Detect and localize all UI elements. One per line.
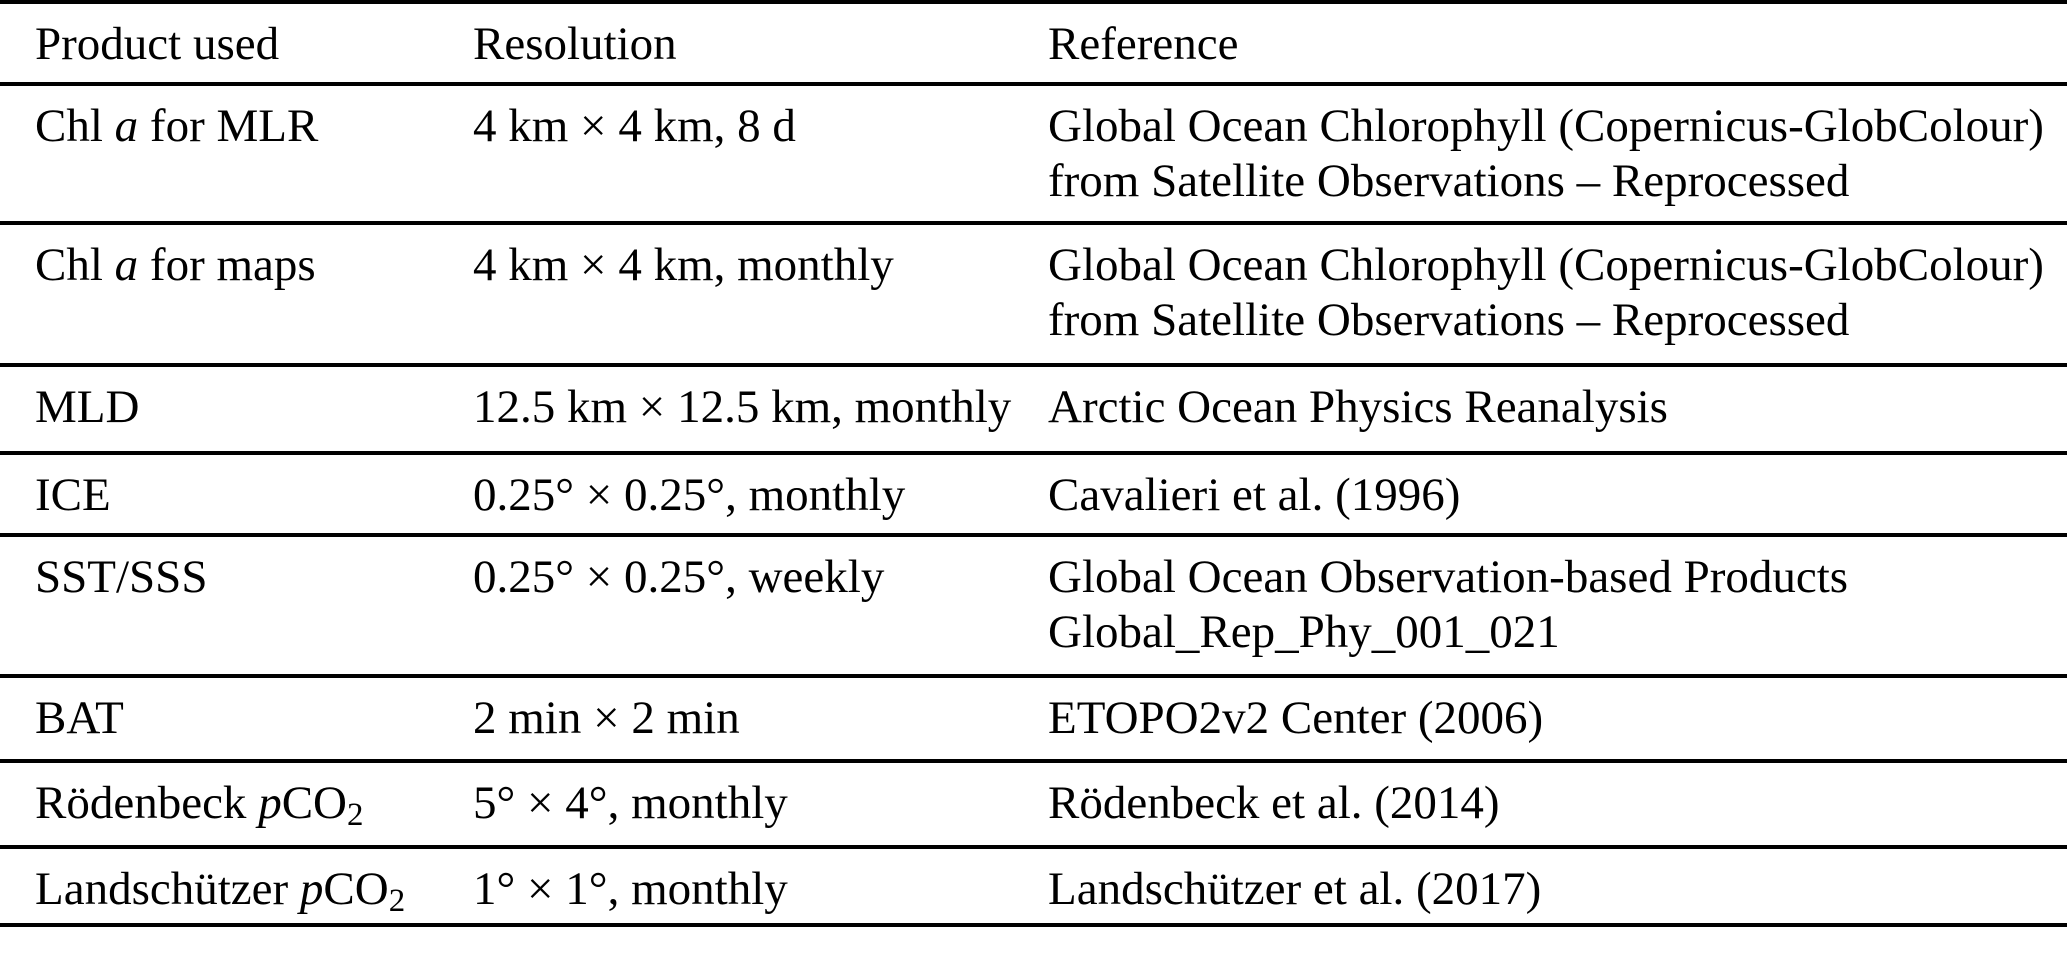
cell-resolution: 1° × 1°, monthly xyxy=(473,863,788,915)
table-row-chl-a-mlr: Chl a for MLR 4 km × 4 km, 8 d Global Oc… xyxy=(0,84,2067,223)
cell-product: MLD xyxy=(0,365,473,453)
table-header-row: Product used Resolution Reference xyxy=(0,2,2067,84)
product-name-italic: a xyxy=(114,239,139,291)
product-name-pre: SST/SSS xyxy=(35,551,208,603)
cell-resolution: 0.25° × 0.25°, weekly xyxy=(473,551,885,603)
cell-resolution: 4 km × 4 km, 8 d xyxy=(473,100,796,152)
reference-line: Arctic Ocean Physics Reanalysis xyxy=(1048,381,1668,433)
product-name-pre: ICE xyxy=(35,469,111,521)
table-row-landschuetzer-pco2: Landschützer pCO2 1° × 1°, monthly Lands… xyxy=(0,847,2067,925)
table-row-sst-sss: SST/SSS 0.25° × 0.25°, weekly Global Oce… xyxy=(0,535,2067,676)
header-reference: Reference xyxy=(1048,18,1239,70)
table-row-ice: ICE 0.25° × 0.25°, monthly Cavalieri et … xyxy=(0,453,2067,535)
cell-reference: Landschützer et al. (2017) xyxy=(1048,847,2067,925)
header-resolution: Resolution xyxy=(473,18,677,70)
cell-reference: Cavalieri et al. (1996) xyxy=(1048,453,2067,535)
cell-product: BAT xyxy=(0,676,473,761)
product-name-post: for MLR xyxy=(138,100,319,152)
cell-reference: Global Ocean Chlorophyll (Copernicus-Glo… xyxy=(1048,223,2067,365)
reference-line: Global Ocean Chlorophyll (Copernicus-Glo… xyxy=(1048,100,2044,152)
product-name-pre: BAT xyxy=(35,692,124,744)
product-name-subscript: 2 xyxy=(388,883,406,920)
cell-reference: ETOPO2v2 Center (2006) xyxy=(1048,676,2067,761)
product-name-post: CO xyxy=(323,863,389,915)
products-table: Product used Resolution Reference Chl a … xyxy=(0,0,2067,925)
product-name-subscript: 2 xyxy=(346,797,364,834)
header-product-used: Product used xyxy=(35,18,280,70)
cell-resolution: 5° × 4°, monthly xyxy=(473,777,788,829)
cell-product: Landschützer pCO2 xyxy=(0,847,473,925)
product-name-italic: p xyxy=(258,777,282,829)
reference-line: ETOPO2v2 Center (2006) xyxy=(1048,692,1544,744)
reference-line: Global Ocean Chlorophyll (Copernicus-Glo… xyxy=(1048,239,2044,291)
cell-resolution: 4 km × 4 km, monthly xyxy=(473,239,894,291)
cell-product: SST/SSS xyxy=(0,535,473,676)
reference-line: from Satellite Observations – Reprocesse… xyxy=(1048,294,1850,346)
table-row-mld: MLD 12.5 km × 12.5 km, monthly Arctic Oc… xyxy=(0,365,2067,453)
reference-line: Rödenbeck et al. (2014) xyxy=(1048,777,1500,829)
reference-line: Landschützer et al. (2017) xyxy=(1048,863,1542,915)
cell-resolution: 12.5 km × 12.5 km, monthly xyxy=(473,381,1012,433)
product-name-pre: Chl xyxy=(35,239,115,291)
product-name-post: for maps xyxy=(138,239,316,291)
table-row-chl-a-maps: Chl a for maps 4 km × 4 km, monthly Glob… xyxy=(0,223,2067,365)
reference-line: from Satellite Observations – Reprocesse… xyxy=(1048,155,1850,207)
cell-product: ICE xyxy=(0,453,473,535)
cell-product: Chl a for MLR xyxy=(0,84,473,223)
cell-resolution: 2 min × 2 min xyxy=(473,692,740,744)
cell-product: Chl a for maps xyxy=(0,223,473,365)
product-name-pre: Landschützer xyxy=(35,863,300,915)
cell-resolution: 0.25° × 0.25°, monthly xyxy=(473,469,906,521)
reference-line: Global_Rep_Phy_001_021 xyxy=(1048,606,1560,658)
cell-product: Rödenbeck pCO2 xyxy=(0,761,473,847)
reference-line: Cavalieri et al. (1996) xyxy=(1048,469,1461,521)
product-name-italic: a xyxy=(114,100,139,152)
reference-line: Global Ocean Observation-based Products xyxy=(1048,551,1849,603)
product-name-pre: Chl xyxy=(35,100,115,152)
product-name-italic: p xyxy=(299,863,324,915)
cell-reference: Global Ocean Observation-based Products … xyxy=(1048,535,2067,676)
table-row-roedenbeck-pco2: Rödenbeck pCO2 5° × 4°, monthly Rödenbec… xyxy=(0,761,2067,847)
product-name-pre: MLD xyxy=(35,381,140,433)
product-name-pre: Rödenbeck xyxy=(35,777,259,829)
cell-reference: Global Ocean Chlorophyll (Copernicus-Glo… xyxy=(1048,84,2067,223)
cell-reference: Arctic Ocean Physics Reanalysis xyxy=(1048,365,2067,453)
cell-reference: Rödenbeck et al. (2014) xyxy=(1048,761,2067,847)
table-row-bat: BAT 2 min × 2 min ETOPO2v2 Center (2006) xyxy=(0,676,2067,761)
product-name-post: CO xyxy=(281,777,347,829)
